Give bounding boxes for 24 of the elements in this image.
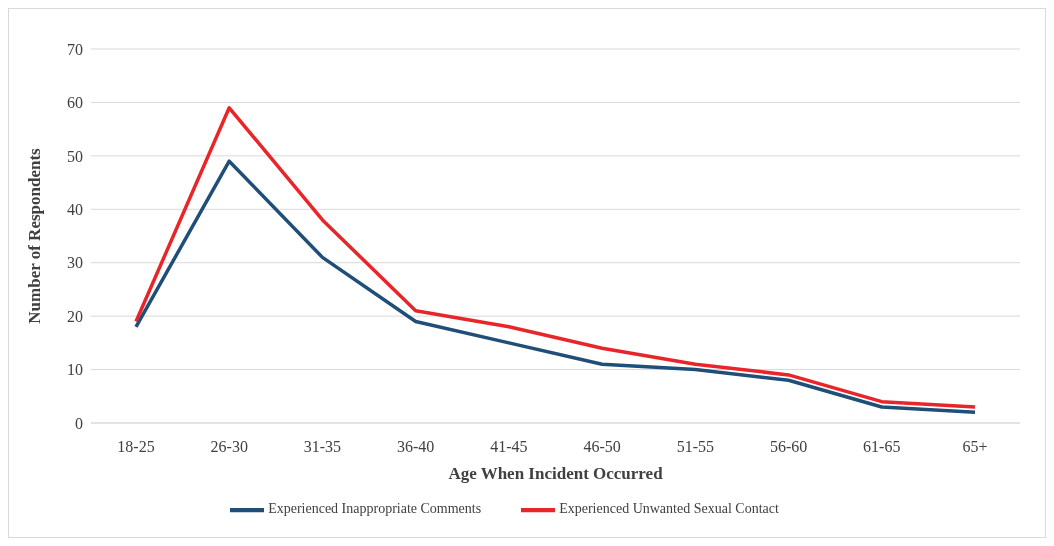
x-tick-label: 61-65 [863,438,901,456]
y-tick-label: 70 [67,40,83,58]
y-tick-label: 0 [75,414,83,432]
y-tick-label: 20 [67,307,83,325]
y-axis-title: Number of Respondents [25,147,45,324]
y-tick-label: 40 [67,200,83,218]
y-tick-label: 50 [67,147,83,165]
x-axis-title: Age When Incident Occurred [448,464,664,483]
x-tick-label: 51-55 [676,438,714,456]
x-tick-label: 26-30 [210,438,248,456]
legend-label: Experienced Unwanted Sexual Contact [559,501,779,517]
y-tick-label: 60 [67,94,83,112]
line-series [134,159,977,415]
x-tick-label: 46-50 [583,438,621,456]
x-tick-label: 36-40 [397,438,435,456]
y-tick-label: 30 [67,254,83,272]
legend-label: Experienced Inappropriate Comments [268,501,482,517]
x-tick-label: 18-25 [117,438,155,456]
x-tick-label: 65+ [962,438,988,456]
x-tick-label: 41-45 [490,438,528,456]
x-tick-label: 31-35 [303,438,342,456]
y-tick-label: 10 [67,361,83,379]
x-tick-label: 56-60 [769,438,808,456]
line-series [134,106,977,409]
